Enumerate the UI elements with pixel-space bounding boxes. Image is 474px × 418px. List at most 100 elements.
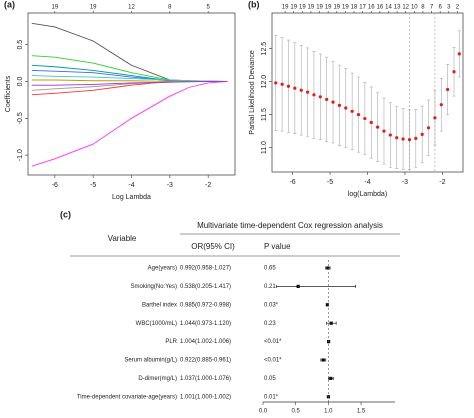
deviance-point <box>369 120 373 125</box>
top-tick-label: 5 <box>206 5 210 11</box>
top-tick-label: 19 <box>333 5 340 11</box>
p-value: 0.05 <box>264 376 276 382</box>
deviance-point <box>433 116 437 120</box>
y-tick-label: 11.5 <box>261 108 268 121</box>
deviance-point <box>395 136 399 140</box>
top-tick-label: 17 <box>359 5 366 11</box>
deviance-point <box>363 116 367 121</box>
deviance-point <box>452 70 456 74</box>
x-tick-label: -5 <box>327 179 333 186</box>
coefficient-path <box>31 55 228 82</box>
x-tick-label: -4 <box>364 179 370 186</box>
x-axis-label: log(Lambda) <box>348 191 387 198</box>
deviance-point <box>337 103 342 107</box>
x-tick-label: 0.0 <box>259 409 268 415</box>
deviance-point <box>376 125 380 129</box>
deviance-point <box>426 126 431 130</box>
column-header: Variable <box>108 234 137 243</box>
top-tick-label: 19 <box>299 5 306 11</box>
top-tick-label: 12 <box>128 5 135 11</box>
variable-label: WBC(1000/mL) <box>136 321 177 327</box>
p-value: 0.23 <box>264 321 276 327</box>
p-value: 0.65 <box>264 266 276 272</box>
or-label: 0.992(0.958-1.027) <box>180 266 231 272</box>
deviance-point <box>350 109 354 113</box>
deviance-point <box>388 133 392 137</box>
deviance-point <box>274 81 278 85</box>
deviance-point <box>420 132 424 136</box>
top-tick-label: 19 <box>342 5 349 11</box>
p-value: 0.03* <box>264 302 279 308</box>
panel-label: (c) <box>60 209 71 219</box>
deviance-point <box>401 137 405 141</box>
or-point <box>325 303 329 307</box>
x-tick-label: 0.5 <box>292 409 301 415</box>
deviance-point <box>382 129 386 133</box>
panel-label: (b) <box>248 0 260 9</box>
top-tick-label: 3 <box>447 5 451 11</box>
top-tick-label: 14 <box>385 5 392 11</box>
deviance-point <box>331 100 335 104</box>
p-value: 0.01* <box>264 394 279 400</box>
y-tick-label: -0.5 <box>17 112 24 124</box>
x-tick-label: -3 <box>402 179 408 186</box>
deviance-point <box>299 88 303 92</box>
top-tick-label: 7 <box>430 5 434 11</box>
y-tick-label: -1.0 <box>17 149 24 161</box>
top-tick-label: 18 <box>351 5 358 11</box>
deviance-point <box>356 113 361 117</box>
plot-frame <box>27 12 236 176</box>
coefficient-path <box>31 81 228 167</box>
p-value: 0.21 <box>264 284 276 290</box>
x-tick-label: -6 <box>52 182 58 189</box>
column-header: OR(95% CI) <box>191 242 235 251</box>
or-label: 1.044(0.973-1.120) <box>180 321 231 327</box>
variable-label: D-dimer(mg/L) <box>138 376 177 382</box>
panel-label: (a) <box>4 0 15 9</box>
deviance-point <box>318 95 322 99</box>
top-tick-label: 19 <box>282 5 289 11</box>
top-tick-label: 19 <box>51 5 58 11</box>
or-label: 1.037(1.000-1.076) <box>180 376 231 382</box>
or-point <box>326 266 330 270</box>
or-label: 0.922(0.885-0.961) <box>180 358 231 364</box>
top-tick-label: 12 <box>402 5 409 11</box>
top-tick-label: 19 <box>325 5 332 11</box>
top-tick-label: 13 <box>394 5 401 11</box>
deviance-point <box>286 84 291 88</box>
y-axis-label: Coefficients <box>5 75 12 112</box>
x-tick-label: -5 <box>90 182 96 189</box>
top-tick-label: 16 <box>377 5 384 11</box>
deviance-point <box>305 90 310 94</box>
x-tick-label: -3 <box>167 182 173 189</box>
top-tick-label: 19 <box>308 5 315 11</box>
top-tick-label: 19 <box>290 5 297 11</box>
y-axis-label: Partial Likelihood Deviance <box>249 50 256 135</box>
x-tick-label: -4 <box>128 182 134 189</box>
coefficient-path <box>31 81 228 86</box>
top-tick-label: 19 <box>90 5 97 11</box>
table-title: Multivariate time-dependent Cox regressi… <box>197 221 383 230</box>
y-tick-label: 12.5 <box>261 42 268 56</box>
x-tick-label: 1.5 <box>357 409 366 415</box>
p-value: <0.01* <box>264 339 282 345</box>
variable-label: Smoking(No:Yes) <box>131 284 177 290</box>
y-tick-label: 12.0 <box>261 75 268 89</box>
x-tick-label: 1.0 <box>324 409 333 415</box>
coefficient-path <box>31 64 228 82</box>
top-tick-label: 19 <box>316 5 323 11</box>
top-tick-label: 6 <box>438 5 442 11</box>
deviance-point <box>312 93 316 97</box>
variable-label: Serum albumin(g/L) <box>124 358 177 364</box>
y-tick-label: 0.5 <box>17 40 24 50</box>
x-tick-label: -2 <box>205 182 211 189</box>
deviance-point <box>457 52 461 56</box>
top-tick-label: 10 <box>411 5 418 11</box>
or-point <box>329 321 333 325</box>
column-header: P value <box>264 242 291 251</box>
variable-label: Age(years) <box>148 266 177 272</box>
deviance-point <box>439 103 443 107</box>
deviance-point <box>407 138 412 142</box>
or-point <box>296 284 300 288</box>
